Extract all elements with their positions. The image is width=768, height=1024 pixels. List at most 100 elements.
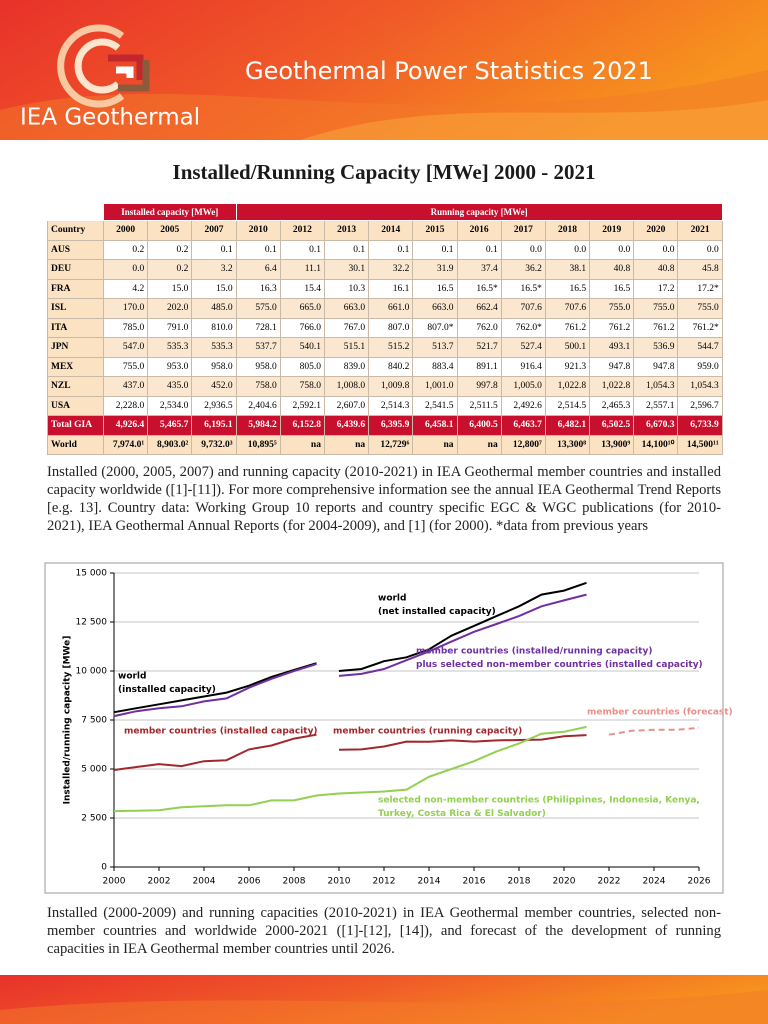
row-header: ITA	[47, 317, 104, 338]
cell: 0.0	[544, 239, 591, 260]
x-tick-label: 2022	[598, 877, 621, 887]
cell: 807.0	[368, 317, 414, 338]
cell: 0.1	[279, 239, 325, 260]
row-header: AUS	[47, 239, 104, 260]
table-row: AUS 0.2 0.2 0.1 0.1 0.1 0.1 0.1 0.1 0.1 0.0 0.0 0.0 0…	[47, 239, 723, 260]
row-header: DEU	[47, 259, 104, 280]
column-header: 2012	[279, 220, 325, 241]
cell: 2,557.1	[633, 395, 679, 416]
cell: 437.0	[102, 376, 149, 397]
cell: 8,903.0²	[147, 434, 193, 455]
series-label: member countries (installed/running capa…	[416, 647, 652, 657]
series-line	[608, 726, 700, 736]
row-header: World	[47, 434, 104, 455]
table-row: ISL 170.0 202.0 485.0 575.0 665.0 663.0 661.0 66…	[47, 298, 723, 319]
cell: 31.9	[412, 259, 458, 280]
cell: 2,607.0	[323, 395, 370, 416]
x-tick-label: 2020	[553, 877, 576, 887]
cell: 663.0	[412, 298, 458, 319]
cell: 521.7	[456, 337, 502, 358]
cell: 485.0	[191, 298, 237, 319]
cell: 6,195.1	[191, 415, 237, 436]
cell: 4.2	[102, 278, 149, 299]
table-row: World 7,974.0¹ 8,903.0² 9,732.0³ 10,895⁵ na na…	[47, 434, 723, 455]
cell: 14,100¹⁰	[633, 434, 679, 455]
cell: 883.4	[412, 356, 458, 377]
cell: 5,465.7	[147, 415, 193, 436]
cell: 785.0	[102, 317, 149, 338]
cell: 3.2	[191, 259, 237, 280]
table-row: NZL 437.0 435.0 452.0 758.0 758.0 1,008.0 1,009…	[47, 376, 723, 397]
cell: 1,054.3	[677, 376, 723, 397]
column-header: 2005	[147, 220, 193, 241]
y-tick-label: 5 000	[81, 765, 107, 775]
cell: 16.5	[412, 278, 458, 299]
cell: 0.2	[102, 239, 149, 260]
cell: 17.2	[633, 278, 679, 299]
cell: 16.5*	[500, 278, 546, 299]
column-header: 2007	[191, 220, 237, 241]
cell: 916.4	[500, 356, 546, 377]
cell: 662.4	[456, 298, 502, 319]
header-row: Country 2000 2005 2007 2010 2012 2013 2014 2015 2…	[47, 220, 723, 241]
cell: 536.9	[633, 337, 679, 358]
y-tick-label: 10 000	[76, 667, 108, 677]
series-label: Turkey, Costa Rica & El Salvador)	[378, 809, 546, 819]
cell: 663.0	[323, 298, 370, 319]
cell: 30.1	[323, 259, 370, 280]
cell: 40.8	[589, 259, 635, 280]
cell: 997.8	[456, 376, 502, 397]
cell: 6.4	[235, 259, 281, 280]
table-row: FRA 4.2 15.0 15.0 16.3 15.4 10.3 16.1 16.5 16.5* 1…	[47, 278, 723, 299]
cell: 500.1	[544, 337, 591, 358]
cell: 947.8	[589, 356, 635, 377]
table-caption: Installed (2000, 2005, 2007) and running…	[47, 464, 721, 534]
cell: 1,001.0	[412, 376, 458, 397]
cell: 2,492.6	[500, 395, 546, 416]
x-tick-label: 2016	[463, 877, 486, 887]
row-header: NZL	[47, 376, 104, 397]
cell: 16.1	[368, 278, 414, 299]
series-line	[113, 725, 587, 813]
x-tick-label: 2002	[148, 877, 171, 887]
cell: 767.0	[323, 317, 370, 338]
cell: 575.0	[235, 298, 281, 319]
cell: 891.1	[456, 356, 502, 377]
cell: 761.2*	[677, 317, 723, 338]
cell: 13,300⁸	[544, 434, 591, 455]
y-tick-label: 2 500	[81, 814, 107, 824]
series-label: selected non-member countries (Philippin…	[378, 796, 700, 806]
cell: 758.0	[235, 376, 281, 397]
cell: 202.0	[147, 298, 193, 319]
column-header: 2015	[412, 220, 458, 241]
table-row: Total GIA 4,926.4 5,465.7 6,195.1 5,984.2 6,1…	[47, 415, 723, 436]
cell: 1,009.8	[368, 376, 414, 397]
cell: 755.0	[633, 298, 679, 319]
cell: 805.0	[279, 356, 325, 377]
group-row: Installed capacity [MWe] Running capacity…	[47, 203, 723, 221]
cell: 535.3	[191, 337, 237, 358]
cell: 7,974.0¹	[102, 434, 149, 455]
cell: 6,395.9	[368, 415, 414, 436]
cell: 2,465.3	[589, 395, 635, 416]
cell: 6,733.9	[677, 415, 723, 436]
cell: 0.1	[235, 239, 281, 260]
column-header: 2019	[589, 220, 635, 241]
cell: 0.2	[147, 259, 193, 280]
cell: 1,005.0	[500, 376, 546, 397]
cell: 16.5	[544, 278, 591, 299]
cell: 707.6	[544, 298, 591, 319]
cell: 6,458.1	[412, 415, 458, 436]
cell: 15.4	[279, 278, 325, 299]
cell: 1,008.0	[323, 376, 370, 397]
cell: 2,228.0	[102, 395, 149, 416]
cell: 953.0	[147, 356, 193, 377]
cell: 17.2*	[677, 278, 723, 299]
cell: 1,022.8	[544, 376, 591, 397]
series-label: world	[118, 672, 146, 682]
logo	[57, 24, 150, 108]
cell: 0.2	[147, 239, 193, 260]
cell: na	[412, 434, 458, 455]
table-row: USA 2,228.0 2,534.0 2,936.5 2,404.6 2,592.1 2,…	[47, 395, 723, 416]
